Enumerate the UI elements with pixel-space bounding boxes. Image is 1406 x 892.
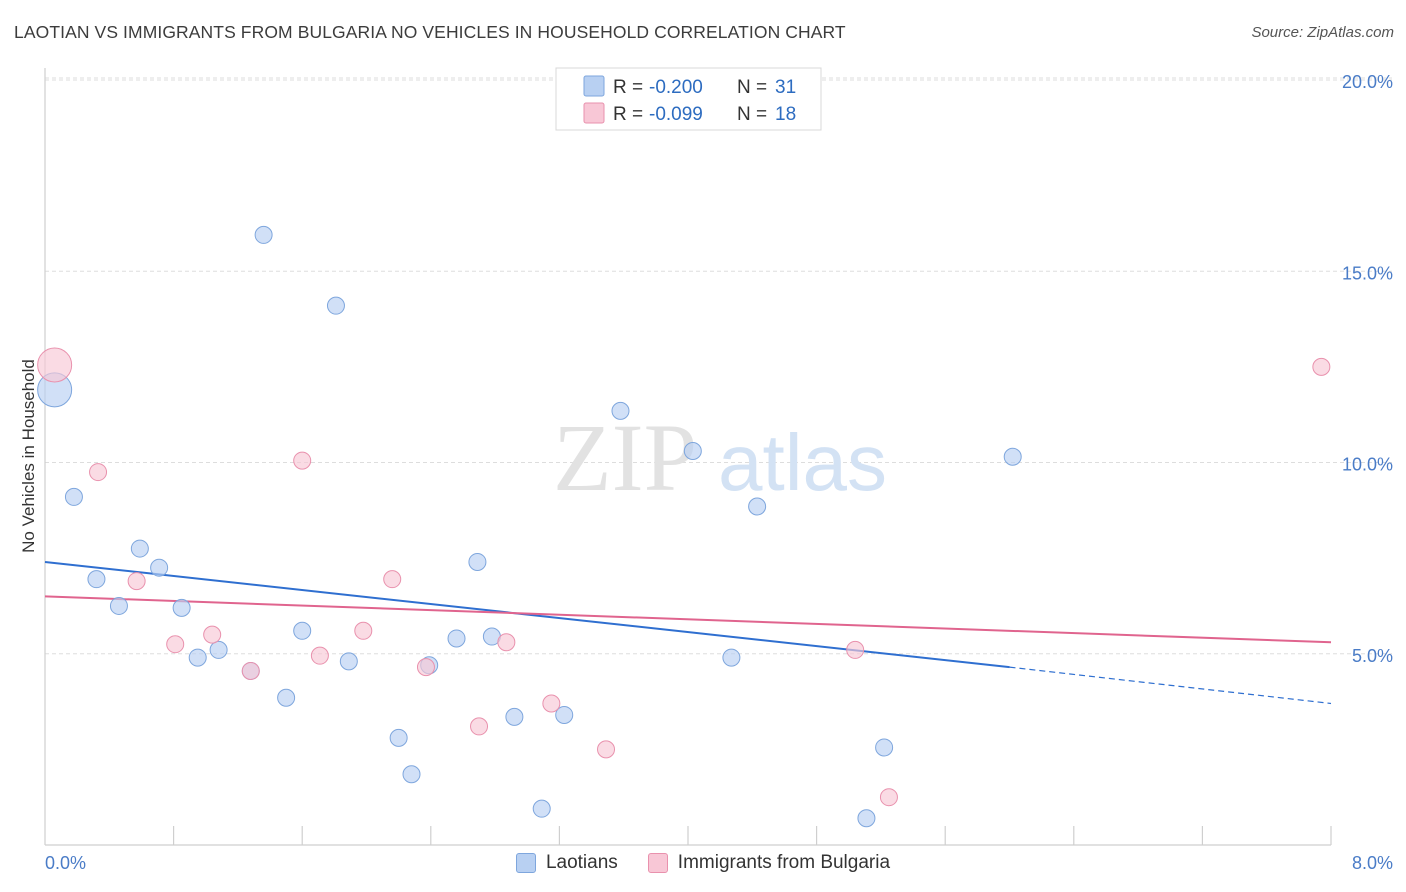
bulgaria-point <box>1312 357 1331 376</box>
laotians-point <box>389 728 408 747</box>
bottom-legend: Laotians Immigrants from Bulgaria <box>0 852 1406 874</box>
bulgaria-point <box>166 635 185 654</box>
bulgaria-swatch <box>647 853 668 873</box>
laotians-point <box>293 621 312 640</box>
bulgaria-point <box>383 570 402 589</box>
legend-n-label-1: N = <box>737 77 767 98</box>
laotians-point <box>326 296 345 315</box>
bulgaria-point <box>293 451 312 470</box>
laotians-point <box>1003 447 1022 466</box>
laotians-point <box>683 442 702 461</box>
bulgaria-point <box>597 740 616 759</box>
y-tick-label: 15.0% <box>1342 263 1393 283</box>
bulgaria-point <box>127 572 146 591</box>
bulgaria-point <box>416 658 435 677</box>
laotians-point <box>857 809 876 828</box>
chart-title: LAOTIAN VS IMMIGRANTS FROM BULGARIA NO V… <box>14 22 846 42</box>
bulgaria-point <box>846 640 865 659</box>
laotians-point <box>748 497 767 516</box>
bulgaria-point <box>470 717 489 736</box>
laotians-point <box>64 487 83 506</box>
source-label: Source: ZipAtlas.com <box>1251 24 1394 41</box>
watermark-atlas: atlas <box>718 418 887 507</box>
laotians-point <box>254 225 273 244</box>
legend-swatch-bulgaria <box>583 102 605 124</box>
bulgaria-point <box>89 463 108 482</box>
legend-n-value-1: 31 <box>775 77 796 98</box>
laotians-swatch <box>515 853 536 873</box>
legend-r-value-1: -0.200 <box>649 77 703 98</box>
laotians-point <box>875 738 894 757</box>
laotians-point <box>209 640 228 659</box>
bulgaria-point <box>203 625 222 644</box>
x-tick-label: 8.0% <box>1352 853 1393 873</box>
legend-item-bulgaria: Immigrants from Bulgaria <box>647 852 891 874</box>
legend-label-bulgaria: Immigrants from Bulgaria <box>677 852 891 873</box>
y-tick-label: 5.0% <box>1352 646 1393 666</box>
laotians-point <box>468 552 487 571</box>
trend-line-bulgaria <box>44 595 1332 644</box>
legend-label-laotians: Laotians <box>545 852 618 873</box>
legend-swatch-laotians <box>583 75 605 97</box>
bulgaria-point <box>37 347 73 383</box>
laotians-point <box>339 652 358 671</box>
data-points <box>37 225 1331 828</box>
legend-r-value-2: -0.099 <box>649 104 703 125</box>
axes <box>44 68 1332 846</box>
legend-n-value-2: 18 <box>775 104 796 125</box>
laotians-point <box>109 596 128 615</box>
bulgaria-point <box>241 661 260 680</box>
y-tick-label: 20.0% <box>1342 72 1393 92</box>
laotians-point <box>188 648 207 667</box>
laotians-point <box>150 558 169 577</box>
y-axis-title: No Vehicles in Household <box>19 359 38 553</box>
laotians-point <box>402 765 421 784</box>
laotians-point <box>611 401 630 420</box>
trend-line-laotians-extension <box>1009 666 1332 705</box>
watermark-zip: ZIP <box>553 404 697 511</box>
bulgaria-point <box>879 788 898 807</box>
laotians-point <box>722 648 741 667</box>
x-tick-label: 0.0% <box>45 853 86 873</box>
grid-lines <box>45 77 1392 655</box>
watermark: ZIP atlas <box>553 404 887 511</box>
laotians-point <box>130 539 149 558</box>
trend-lines <box>44 560 1332 705</box>
laotians-point <box>87 570 106 589</box>
bulgaria-point <box>542 694 561 713</box>
legend-r-label-1: R = <box>613 77 643 98</box>
laotians-point <box>505 707 524 726</box>
laotians-point <box>532 799 551 818</box>
laotians-point <box>447 629 466 648</box>
y-tick-label: 10.0% <box>1342 455 1393 475</box>
bulgaria-point <box>497 633 516 652</box>
laotians-point <box>277 688 296 707</box>
laotians-point <box>555 705 574 724</box>
legend-n-label-2: N = <box>737 104 767 125</box>
legend-item-laotians: Laotians <box>515 852 618 874</box>
laotians-point <box>172 598 191 617</box>
tick-labels: 5.0% 10.0% 15.0% 20.0% 0.0% 8.0% <box>45 72 1393 873</box>
legend-r-label-2: R = <box>613 104 643 125</box>
bulgaria-point <box>310 646 329 665</box>
bulgaria-point <box>354 621 373 640</box>
legend-box: R = -0.200 N = 31 R = -0.099 N = 18 <box>555 67 822 131</box>
